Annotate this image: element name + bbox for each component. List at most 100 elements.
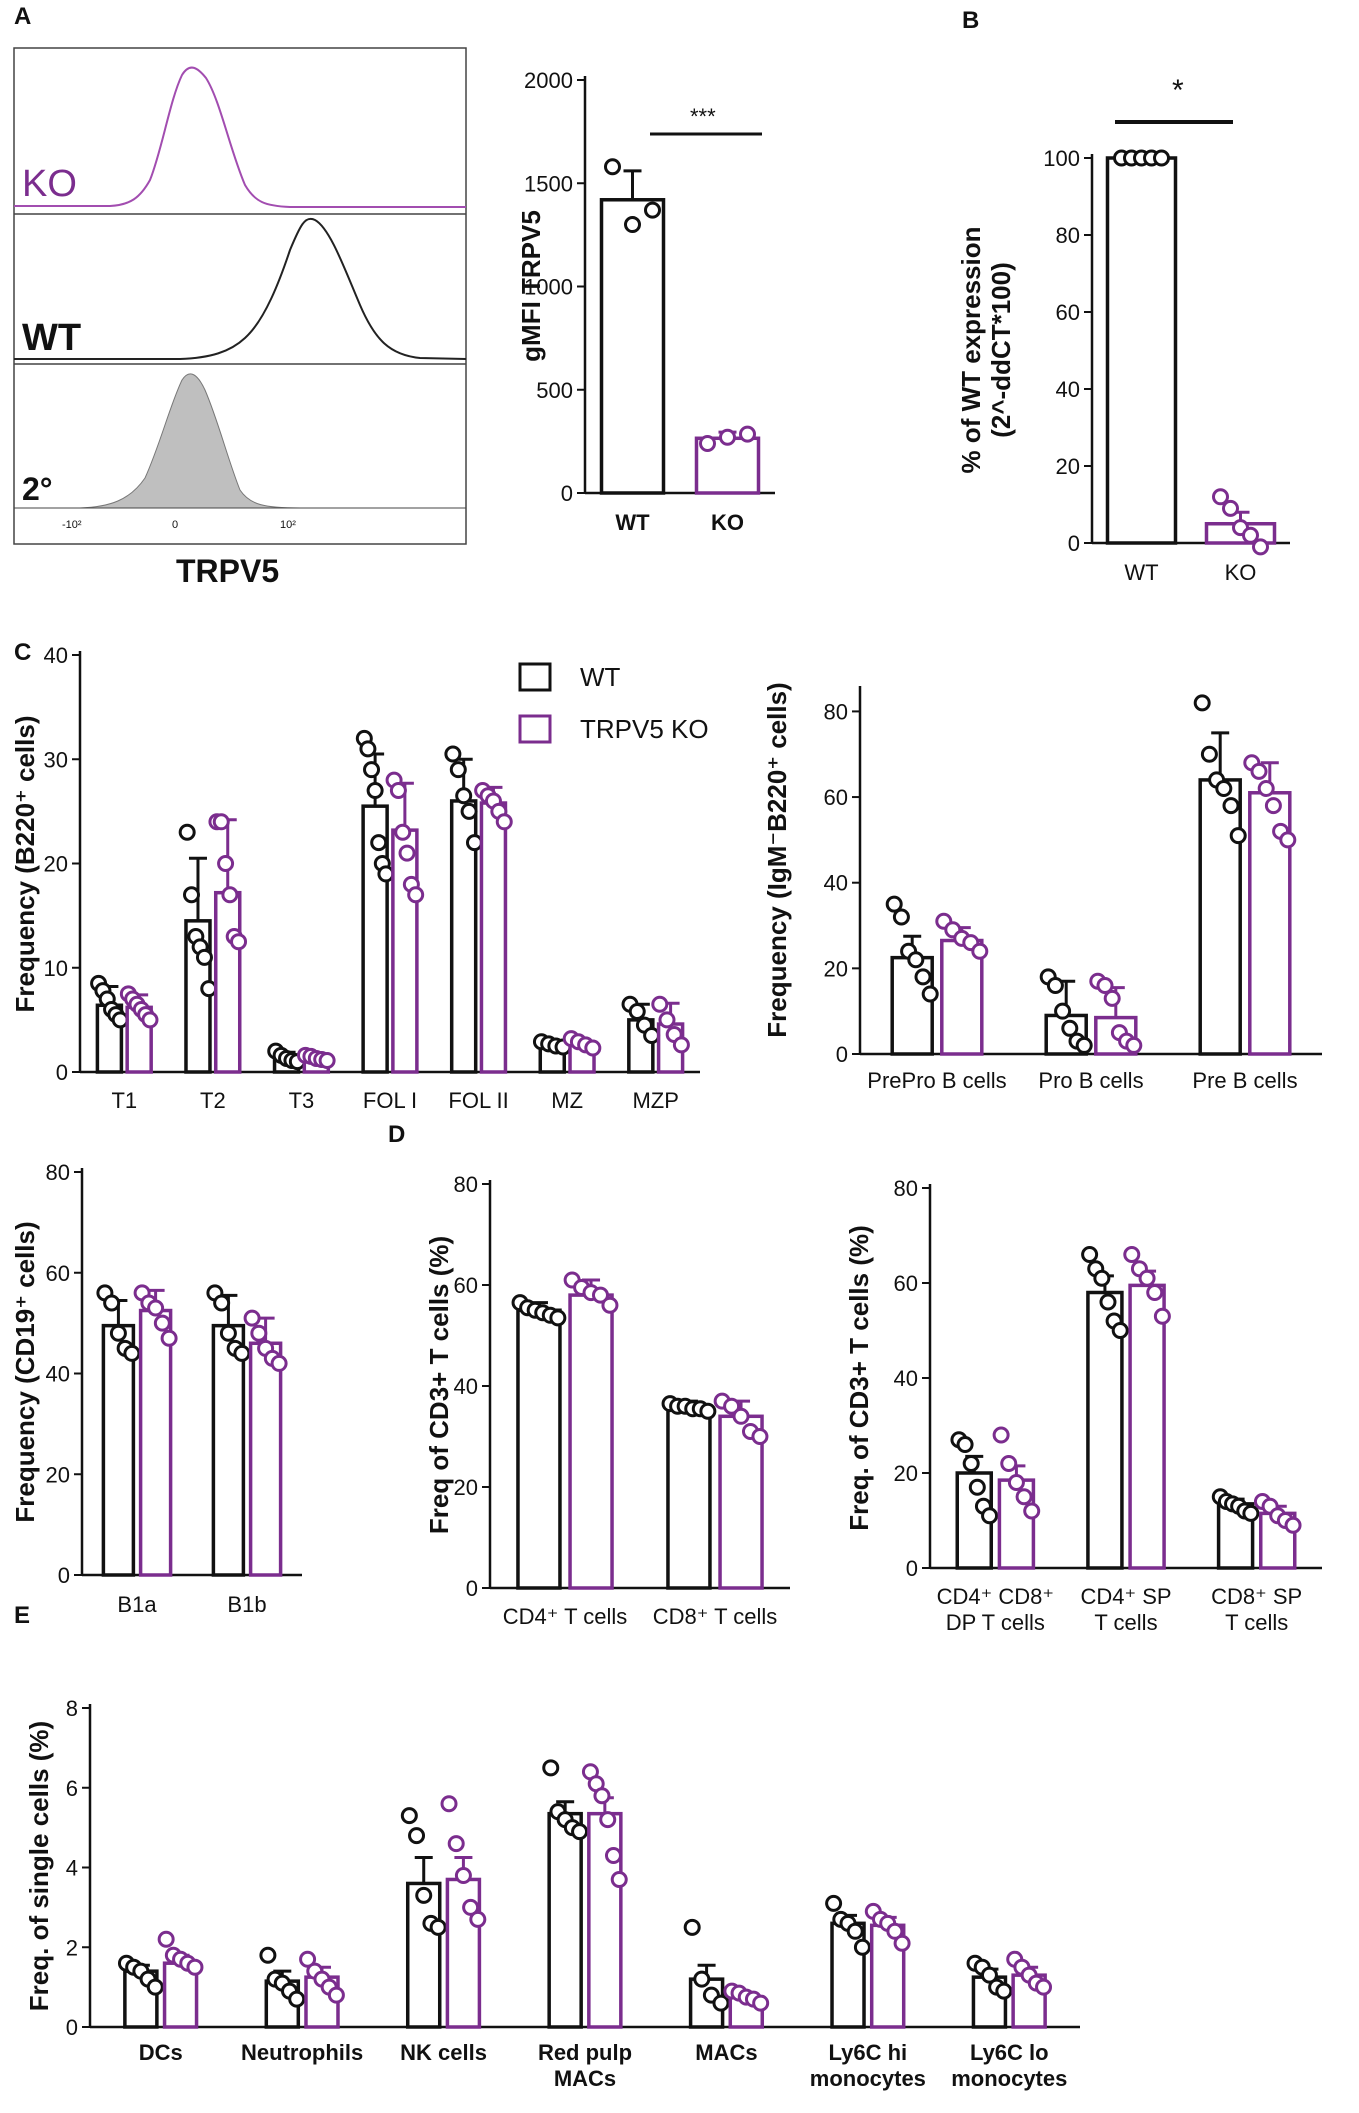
data-point [1000,1455,1018,1472]
data-point [469,1910,487,1928]
category-label: Ly6C lo [970,2040,1049,2065]
y-tick-label: 40 [46,1362,70,1387]
data-point [699,1402,717,1420]
y-tick-label: 2000 [524,68,573,93]
category-label: WT [1124,560,1158,585]
data-point [1153,149,1170,167]
chart-e: 0 2 4 6 8 Freq. of single cells (%) DCs Neutrop… [24,1696,1080,2091]
data-point [604,1847,622,1865]
data-point [465,834,483,852]
bar [248,1341,283,1577]
data-point [400,1807,418,1825]
category-label: CD4⁺ CD8⁺ [937,1584,1054,1609]
category-label: DP T cells [946,1610,1045,1635]
category-label: CD8⁺ T cells [653,1604,778,1629]
data-point [604,158,621,176]
y-tick-label: 40 [44,643,68,668]
bar [1128,1283,1166,1570]
category-label: T3 [289,1088,315,1113]
y-tick-label: 40 [454,1374,478,1399]
y-tick-label: 40 [1056,377,1080,402]
category-label: monocytes [951,2066,1067,2091]
data-point [693,1970,711,1988]
bar [587,1811,623,2029]
data-point [712,1994,730,2012]
data-point [1054,1002,1072,1020]
y-axis-label: gMFI TRPV5 [516,210,546,362]
data-point [723,1397,741,1415]
y-tick-label: 60 [824,785,848,810]
data-point [1212,488,1229,506]
data-point [1222,499,1239,517]
category-label: Pre B cells [1192,1068,1297,1093]
category-label: DCs [139,2040,183,2065]
data-point [542,1759,560,1777]
y-tick-label: 0 [836,1042,848,1067]
data-point [699,434,716,452]
data-point [429,1918,447,1936]
y-tick-label: 80 [454,1172,478,1197]
wt-row-label: WT [22,317,81,359]
y-axis-label: Freq. of CD3+ T cells (%) [844,1225,874,1531]
y-axis-label: Frequency (CD19⁺ cells) [10,1221,40,1522]
data-point [111,1011,129,1029]
data-point [363,761,381,779]
chart-c1: 0 10 20 30 40 Frequency (B220⁺ cells) T1 T2 T3 FO… [10,643,700,1113]
bar [213,890,242,1074]
data-point [178,823,196,841]
y-tick-label: 100 [1043,146,1080,171]
chart-d2: 0 20 40 60 80 Freq. of CD3+ T cells (%) CD4⁺ C… [844,1176,1322,1635]
y-tick-label: 20 [46,1462,70,1487]
y-tick-label: 0 [66,2015,78,2040]
category-label: monocytes [810,2066,926,2091]
significance-b: * [1115,74,1233,124]
secondary-histogram-fill [79,373,301,509]
y-axis-label: Freq of CD3+ T cells (%) [424,1236,454,1534]
legend-wt-swatch [518,662,552,692]
data-point [739,425,756,443]
y-tick-label: 40 [824,871,848,896]
chart-a2: 0 500 1000 1500 2000 gMFI TRPV5 WT KO [516,68,775,535]
data-point [1015,1488,1033,1506]
significance-stars: * [1172,74,1184,107]
data-point [1193,694,1211,712]
data-point [643,1027,661,1045]
data-point [1096,976,1114,994]
data-point [601,1296,619,1314]
y-tick-label: 80 [894,1176,918,1201]
category-label: WT [615,510,650,535]
data-point [182,886,200,904]
panel-letter-d: D [388,1121,405,1148]
data-point [591,1286,609,1304]
ko-histogram-trace [14,66,466,208]
data-point [217,855,235,872]
bar [1105,156,1178,545]
data-point [1081,1246,1099,1263]
data-point [1250,762,1268,780]
data-point [610,1870,628,1888]
bar [830,1921,866,2029]
data-point [200,980,218,998]
category-label: MACs [554,2066,616,2091]
y-tick-label: 60 [894,1271,918,1296]
data-point [1242,526,1259,544]
data-point [1153,1307,1171,1325]
data-point [195,948,213,966]
histogram-frame [13,47,467,545]
data-point [719,428,736,446]
data-point [1125,1036,1143,1054]
data-point [1111,1322,1129,1339]
data-point [460,802,478,820]
panel-letter-a: A [14,3,31,30]
category-label: Neutrophils [241,2040,363,2065]
data-point [1035,1978,1053,1996]
category-label: CD4⁺ SP [1080,1584,1171,1609]
data-point [683,1918,701,1936]
data-point [408,1827,426,1845]
data-point [1222,797,1240,815]
data-point [914,968,932,986]
y-tick-label: 80 [1056,223,1080,248]
category-label: FOL I [363,1088,417,1113]
data-point [825,1894,843,1912]
